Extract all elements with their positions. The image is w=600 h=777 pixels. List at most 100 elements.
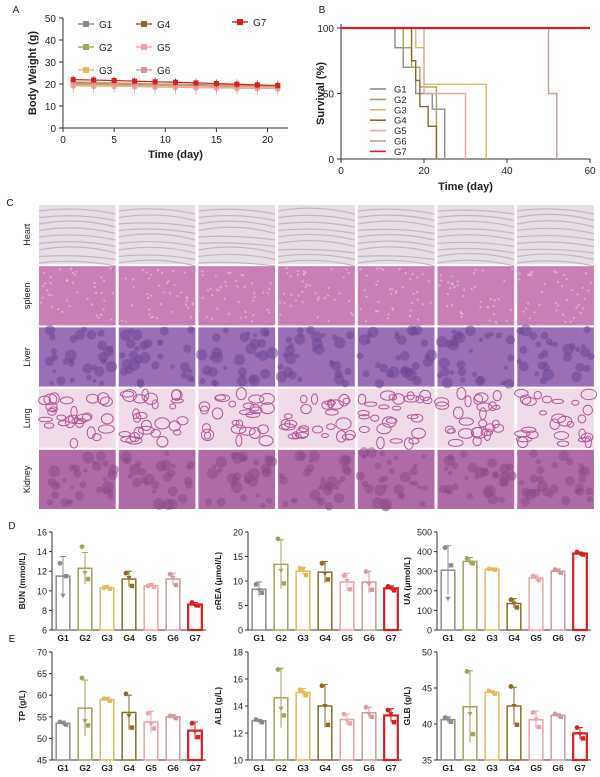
tissue-cell	[504, 378, 515, 389]
tissue-alveolus	[447, 428, 456, 434]
tissue-cell	[262, 291, 265, 294]
tissue-cell	[212, 464, 217, 469]
tissue-cell	[365, 295, 368, 299]
tissue-fiber	[38, 246, 116, 254]
tissue-cell	[575, 362, 585, 372]
tissue-cell	[459, 377, 466, 383]
tissue-alveolus	[299, 394, 308, 404]
tissue-cell	[286, 271, 289, 275]
bar-G5	[528, 577, 544, 631]
data-point-G7	[152, 79, 158, 85]
tissue-alveolus	[551, 398, 564, 405]
tissue-cell	[68, 360, 75, 367]
tissue-cell	[151, 315, 155, 319]
tissue-cell	[129, 464, 141, 476]
y-axis-title: UA (μmol/L)	[402, 557, 412, 605]
tissue-fiber	[517, 248, 594, 254]
replicate-point	[281, 713, 287, 718]
tissue-alveolus	[357, 410, 370, 417]
tissue-fiber	[198, 261, 276, 267]
tissue-cell	[162, 498, 175, 511]
tissue-cell	[451, 483, 459, 491]
tissue-cell	[75, 291, 79, 294]
tissue-cell	[85, 374, 92, 381]
tissue-cell	[266, 308, 269, 312]
tissue-cell	[586, 495, 594, 503]
tissue-cell	[399, 471, 411, 483]
y-tick-label: 16	[233, 675, 243, 685]
tissue-cell	[519, 480, 525, 486]
tissue-cell	[336, 480, 342, 485]
tissue-alveolus	[476, 402, 493, 412]
tissue-cell	[237, 367, 247, 377]
x-axis-title: Time (day)	[148, 149, 203, 161]
legend-label-G7: G7	[394, 147, 407, 158]
tissue-cell	[57, 308, 60, 311]
replicate-point	[341, 573, 347, 579]
tissue-cell	[416, 298, 419, 302]
tissue-cell	[186, 374, 194, 382]
tissue-cell	[191, 303, 194, 306]
tissue-cell	[131, 278, 135, 281]
tissue-cell	[119, 329, 132, 341]
tissue-cell	[111, 292, 115, 295]
tissue-alveolus	[137, 425, 155, 435]
tissue-alveolus	[70, 405, 78, 419]
histology-image-lung-G4	[278, 388, 356, 448]
tissue-cell	[43, 282, 46, 285]
tissue-cell	[279, 313, 282, 316]
tissue-cell	[125, 366, 134, 375]
tissue-cell	[306, 464, 315, 473]
tissue-fiber	[278, 233, 355, 241]
tissue-cell	[296, 273, 300, 277]
tissue-alveolus	[37, 416, 54, 423]
tissue-cell	[102, 486, 111, 495]
legend-label-G6: G6	[394, 137, 407, 148]
tissue-fiber	[278, 221, 355, 228]
tissue-cell	[540, 290, 543, 294]
tissue-cell	[109, 267, 112, 270]
replicate-point	[552, 567, 558, 573]
tissue-cell	[409, 467, 418, 476]
tissue-alveolus	[171, 389, 182, 401]
replicate-point	[366, 582, 372, 588]
histology-image-kidney-G2	[118, 449, 196, 511]
tissue-cell	[563, 273, 566, 277]
y-tick-label: 50	[323, 90, 335, 101]
tissue-fiber	[517, 253, 595, 261]
tissue-cell	[456, 280, 459, 283]
tissue-alveolus	[310, 393, 319, 405]
tissue-alveolus	[327, 398, 335, 409]
tissue-cell	[457, 367, 467, 377]
tissue-cell	[143, 339, 153, 349]
replicate-point	[107, 586, 113, 592]
tissue-cell	[210, 317, 214, 321]
replicate-point	[82, 571, 88, 576]
tissue-cell	[100, 291, 104, 295]
tissue-cell	[73, 273, 77, 277]
tissue-alveolus	[198, 401, 211, 412]
data-point-G7	[234, 81, 240, 87]
tissue-cell	[538, 303, 541, 307]
tissue-cell	[110, 318, 113, 321]
x-axis-title: Time (day)	[438, 181, 493, 193]
tissue-cell	[297, 294, 300, 297]
tissue-alveolus	[76, 413, 92, 422]
tissue-cell	[474, 375, 485, 386]
tissue-cell	[375, 267, 379, 270]
tissue-cell	[62, 477, 67, 483]
replicate-point	[79, 675, 85, 681]
tissue-cell	[244, 477, 251, 485]
tissue-cell	[317, 485, 323, 490]
tissue-cell	[565, 298, 569, 302]
tissue-alveolus	[132, 394, 148, 404]
tissue-alveolus	[294, 432, 309, 438]
tissue-cell	[147, 308, 151, 311]
tissue-cell	[419, 500, 426, 507]
tissue-cell	[68, 464, 76, 472]
tissue-cell	[493, 299, 496, 302]
tissue-cell	[374, 484, 387, 496]
tissue-alveolus	[278, 423, 296, 431]
tissue-cell	[399, 351, 410, 361]
tissue-cell	[95, 486, 103, 494]
